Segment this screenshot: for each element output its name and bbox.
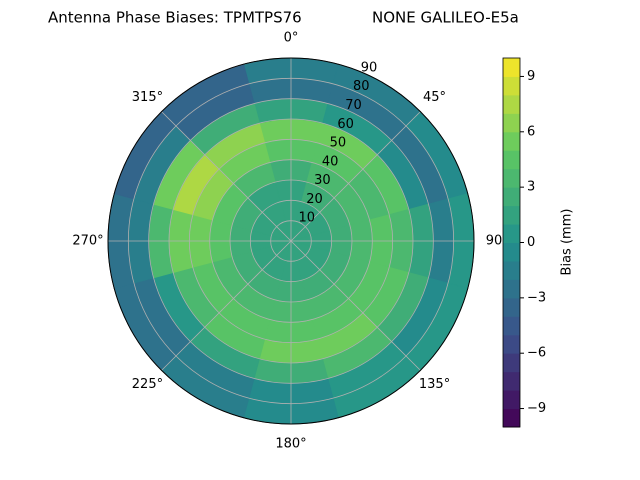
colorbar-band [503,371,520,391]
colorbar-band [503,94,520,114]
colorbar-band [503,224,520,243]
r-tick-label: 50 [330,136,347,151]
theta-tick-label: 90 [486,234,503,249]
colorbar-band [503,58,520,77]
r-tick-label: 60 [337,117,354,132]
colorbar-label: Bias (mm) [560,209,575,276]
r-tick-label: 10 [299,211,316,226]
theta-tick-label: 45° [423,90,446,105]
colorbar-band [503,205,520,225]
colorbar-tick-label: 3 [527,180,535,195]
r-tick-label: 40 [322,154,339,169]
polar-frame [107,57,475,425]
colorbar-band [503,187,520,207]
grid-spoke [161,240,292,371]
polar-plot [107,57,475,425]
colorbar-band [503,390,520,410]
colorbar-band [503,353,520,373]
chart-title: Antenna Phase Biases: TPMTPS76 [48,9,302,27]
grid-spoke [290,111,421,242]
colorbar-band [503,168,520,188]
colorbar-tick-label: 9 [527,69,535,84]
colorbar-band [503,131,520,151]
theta-tick-label: 315° [132,90,163,105]
colorbar-band [503,408,520,428]
chart-subtitle: NONE GALILEO-E5a [372,9,519,27]
colorbar-tick-label: −6 [527,346,546,361]
colorbar-band [503,150,520,170]
colorbar-band [503,297,520,317]
colorbar-tick-label: 6 [527,124,535,139]
theta-tick-label: 135° [419,377,450,392]
grid-spoke [290,240,421,371]
theta-tick-label: 270° [72,234,103,249]
colorbar-band [503,242,520,262]
colorbar-tick-label: −9 [527,401,546,416]
colorbar-band [503,334,520,354]
grid-spoke [161,111,292,242]
colorbar-band [503,316,520,336]
colorbar-band [503,260,520,280]
colorbar-band [503,113,520,133]
colorbar-band [503,76,520,96]
r-tick-label: 70 [345,98,362,113]
colorbar-tick-label: −3 [527,290,546,305]
r-tick-label: 20 [306,192,323,207]
theta-tick-label: 225° [132,377,163,392]
colorbar-band [503,279,520,299]
colorbar: −9 −6 −3 0 3 6 9 Bias (mm) [502,57,575,428]
r-tick-label: 90 [361,60,378,75]
theta-tick-label: 0° [284,31,299,46]
colorbar-tick-label: 0 [527,235,535,250]
r-tick-label: 80 [353,79,370,94]
r-tick-label: 30 [314,173,331,188]
theta-tick-label: 180° [275,437,306,452]
